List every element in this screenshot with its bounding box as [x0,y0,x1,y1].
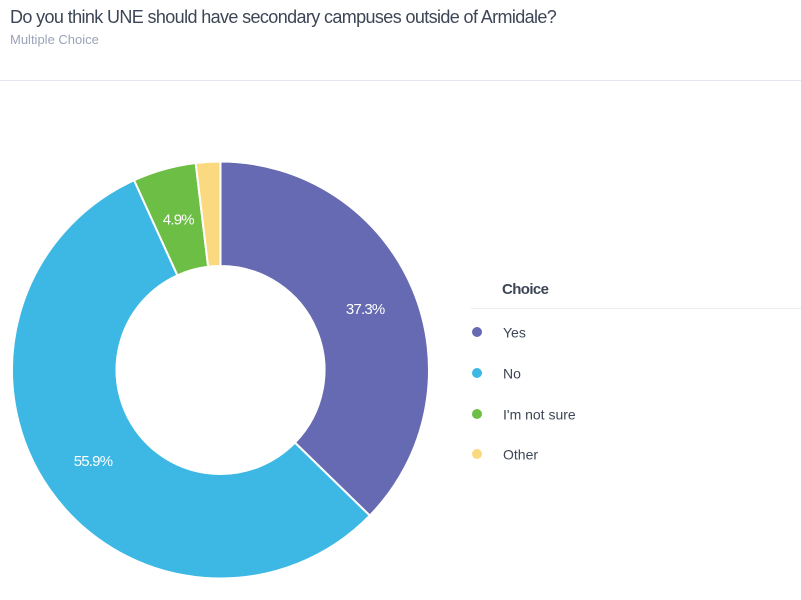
svg-text:55.9%: 55.9% [74,453,113,470]
svg-text:4.9%: 4.9% [163,211,194,228]
svg-text:37.3%: 37.3% [346,301,385,318]
